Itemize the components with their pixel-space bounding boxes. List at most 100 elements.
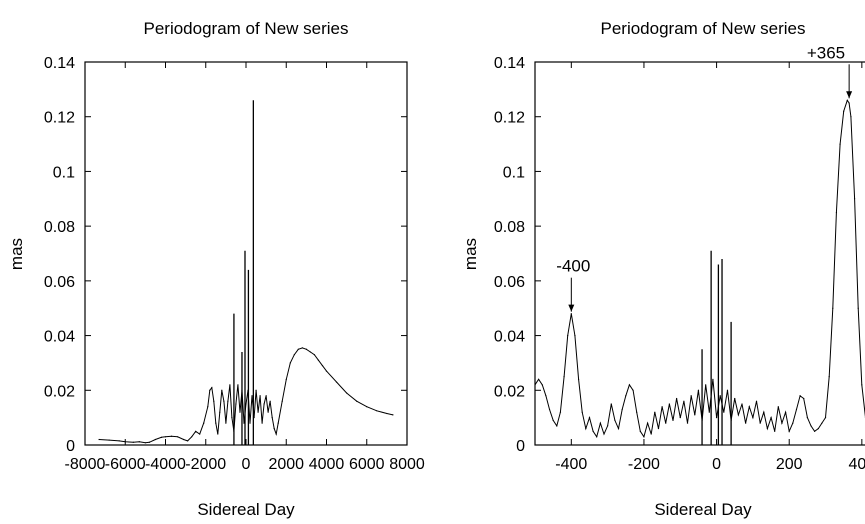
left-series-point	[325, 370, 328, 372]
left-series-point	[187, 440, 189, 442]
right-series-point	[719, 395, 721, 397]
right-series-point	[545, 395, 547, 397]
left-series-point	[293, 354, 295, 356]
left-x-tick-label: 4000	[309, 456, 345, 473]
left-series-point	[346, 392, 348, 394]
left-series-point	[124, 441, 126, 443]
left-series-point	[195, 430, 197, 432]
right-series-point	[683, 400, 685, 402]
left-series-point	[285, 378, 287, 380]
left-series-point	[98, 438, 100, 441]
left-series-point	[170, 435, 173, 437]
right-series-point	[559, 411, 562, 413]
left-x-tick-label: 2000	[268, 456, 304, 473]
left-series-point	[231, 417, 233, 419]
right-series-point	[625, 395, 627, 397]
right-series-point	[686, 422, 689, 424]
left-y-axis-label: mas	[7, 238, 26, 270]
left-series-point	[160, 436, 163, 438]
right-y-tick-label: 0	[516, 438, 525, 455]
right-periodogram-panel: Periodogram of New series mas Sidereal D…	[461, 19, 865, 519]
left-series-point	[207, 406, 209, 408]
right-series-point	[748, 406, 750, 408]
left-series-point	[235, 403, 237, 405]
right-series-point	[810, 425, 812, 427]
right-series-point	[603, 433, 605, 435]
left-y-tick-label: 0.06	[44, 274, 75, 291]
right-series-point	[535, 384, 536, 386]
right-series-point	[708, 411, 710, 413]
left-series-point	[217, 433, 219, 435]
right-series-point	[672, 419, 674, 421]
right-series-point	[585, 427, 587, 430]
right-series-point	[752, 417, 754, 419]
right-series-point	[621, 408, 623, 411]
right-series-point	[814, 430, 816, 432]
right-series-point	[763, 411, 765, 413]
left-series-point	[335, 381, 338, 383]
right-series-point	[857, 307, 859, 309]
left-series-point	[366, 406, 368, 408]
left-series-point	[297, 348, 299, 350]
right-series-point	[774, 430, 776, 432]
right-series-point	[610, 403, 612, 405]
left-series-point	[263, 403, 265, 405]
right-series-point	[777, 406, 779, 408]
left-plot-frame	[84, 61, 408, 446]
right-plot-frame	[534, 61, 865, 446]
left-series-point	[132, 441, 134, 443]
left-series-point	[227, 400, 229, 402]
right-series-point	[726, 389, 729, 391]
left-x-tick-label: -6000	[105, 456, 146, 473]
right-series-point	[538, 378, 540, 380]
left-series-point	[245, 403, 247, 405]
right-series-point	[770, 417, 772, 419]
right-series-point	[639, 430, 641, 432]
right-y-tick-label: 0.12	[494, 110, 525, 127]
right-series-point	[821, 422, 823, 424]
right-series-point	[848, 102, 850, 104]
left-series-point	[148, 441, 150, 443]
right-series-point	[824, 417, 827, 419]
right-x-axis-label: Sidereal Day	[654, 500, 752, 519]
right-data-group	[535, 99, 865, 445]
right-series-point	[806, 417, 808, 419]
left-periodogram-panel: Periodogram of New series mas Sidereal D…	[7, 19, 425, 519]
right-x-tick-label: -400	[555, 456, 587, 473]
left-series-point	[305, 348, 307, 350]
right-series-point	[799, 395, 801, 397]
right-series-point	[643, 436, 645, 438]
right-series-point	[723, 411, 725, 413]
right-series-point	[665, 422, 667, 424]
right-series-point	[581, 411, 583, 413]
left-series-point	[275, 433, 277, 435]
right-y-tick-label: 0.04	[494, 329, 525, 346]
right-series-point	[668, 403, 670, 405]
right-series-point	[715, 417, 718, 419]
right-series-point	[795, 408, 798, 411]
right-series-point	[828, 376, 830, 378]
right-series-point	[737, 414, 739, 416]
left-series-point	[229, 384, 231, 386]
left-series-point	[313, 354, 316, 356]
right-series-point	[548, 408, 551, 411]
right-series-point	[850, 116, 852, 118]
right-series-point	[646, 422, 649, 424]
left-series-point	[289, 362, 291, 364]
left-series-point	[269, 400, 271, 402]
right-y-tick-label: 0.08	[494, 219, 525, 236]
left-data-group	[98, 100, 394, 445]
right-series-point	[788, 430, 790, 432]
right-annotation-arrowhead	[846, 91, 853, 99]
right-series-point	[614, 419, 616, 421]
left-series-point	[191, 436, 193, 438]
right-series-point	[766, 427, 769, 430]
left-series-point	[259, 395, 261, 397]
right-x-tick-label: -200	[628, 456, 660, 473]
right-series-point	[596, 436, 598, 438]
left-series-point	[392, 414, 394, 416]
right-series-point	[563, 376, 565, 378]
right-series-point	[781, 422, 783, 424]
left-series-point	[271, 417, 273, 419]
